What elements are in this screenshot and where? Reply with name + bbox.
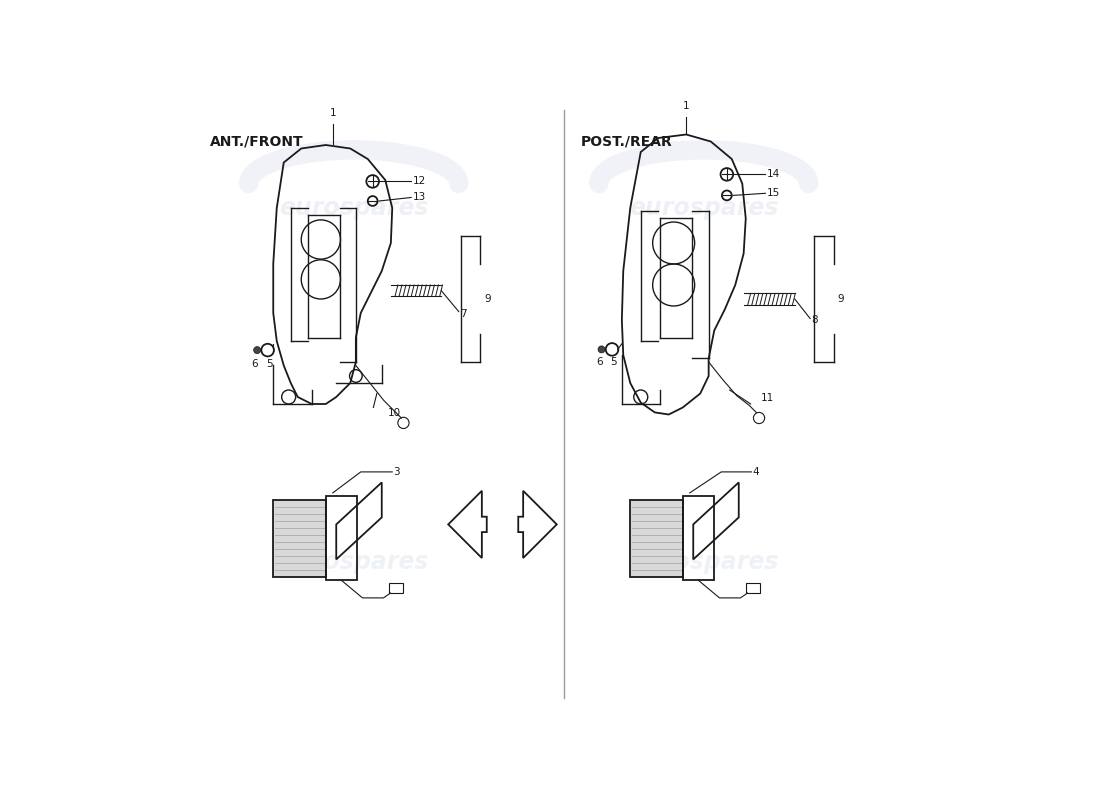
Circle shape: [598, 346, 605, 353]
Polygon shape: [630, 500, 683, 577]
Text: 8: 8: [812, 315, 818, 325]
Text: 12: 12: [412, 176, 426, 186]
Text: POST./REAR: POST./REAR: [581, 134, 673, 149]
Text: 14: 14: [767, 170, 780, 179]
Text: ANT./FRONT: ANT./FRONT: [210, 134, 304, 149]
Text: eurospares: eurospares: [629, 196, 779, 220]
Text: 5: 5: [266, 359, 273, 369]
Text: 6: 6: [596, 357, 603, 366]
Text: 1: 1: [329, 108, 337, 118]
Text: 7: 7: [460, 309, 466, 318]
Text: 4: 4: [752, 467, 759, 477]
Text: 11: 11: [761, 394, 774, 403]
Text: 3: 3: [394, 467, 400, 477]
Text: 9: 9: [484, 294, 491, 304]
Text: 9: 9: [837, 294, 844, 304]
Text: 5: 5: [610, 357, 617, 366]
Text: eurospares: eurospares: [279, 196, 429, 220]
Text: 15: 15: [767, 188, 780, 198]
Text: 6: 6: [252, 359, 258, 369]
Polygon shape: [273, 500, 326, 577]
Text: 1: 1: [683, 102, 690, 111]
Text: eurospares: eurospares: [279, 550, 429, 574]
Text: 13: 13: [412, 193, 426, 202]
Text: eurospares: eurospares: [629, 550, 779, 574]
Text: 10: 10: [387, 408, 400, 418]
Circle shape: [254, 346, 261, 354]
